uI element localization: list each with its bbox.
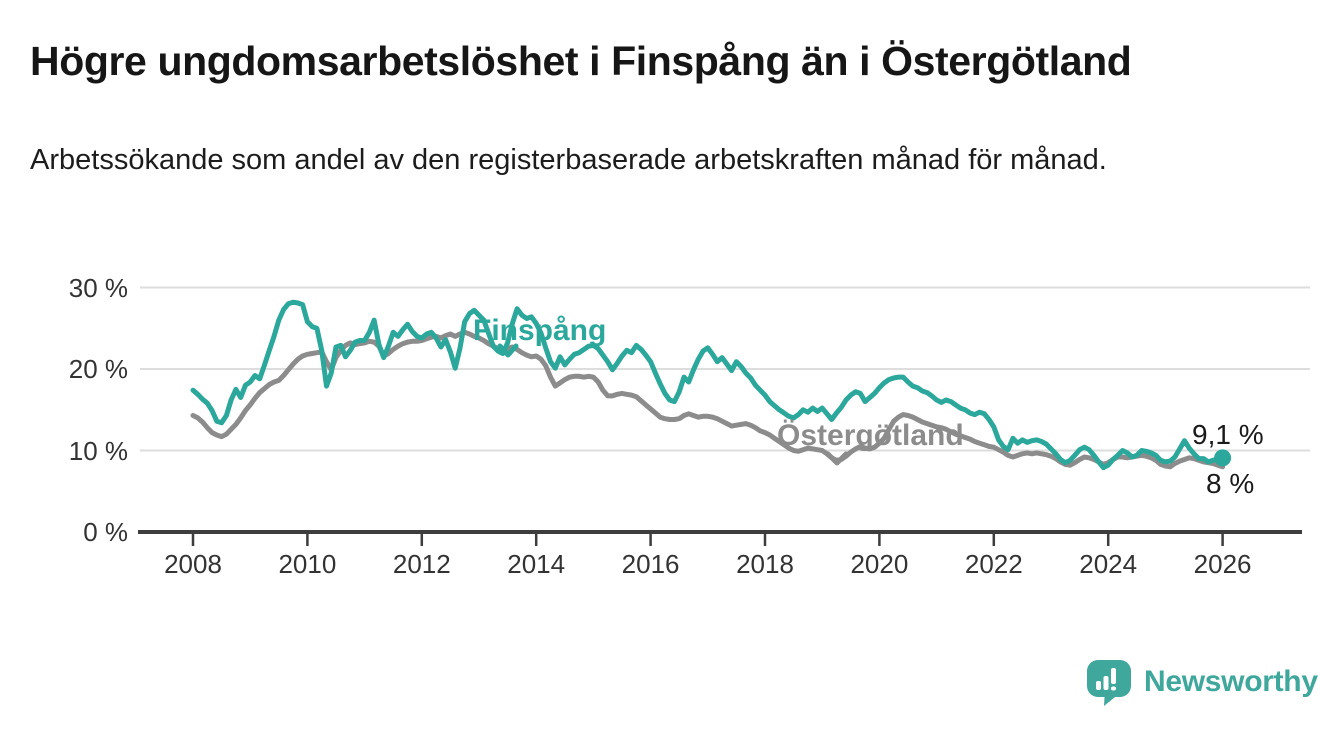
x-tick-label-2022: 2022: [964, 549, 1023, 579]
x-tick-label-2018: 2018: [736, 549, 794, 579]
end-value-label-finspang: 9,1 %: [1192, 419, 1264, 450]
x-tick-label-2024: 2024: [1079, 549, 1138, 579]
chart-subtitle: Arbetssökande som andel av den registerb…: [30, 144, 1107, 176]
y-tick-label-10: 10 %: [68, 435, 128, 466]
newsworthy-logo: Newsworthy: [1086, 657, 1336, 707]
finspang-label-arrow-icon: [497, 343, 519, 358]
end-value-label-ostergotland: 8 %: [1206, 468, 1255, 499]
x-tick-label-2026: 2026: [1193, 549, 1252, 579]
x-tick-label-2020: 2020: [850, 549, 909, 579]
x-tick-label-2010: 2010: [278, 549, 337, 579]
x-tick-label-2016: 2016: [621, 549, 680, 579]
y-tick-label-0: 0 %: [83, 517, 128, 547]
ostergotland-label-arrow-icon: [825, 451, 849, 466]
series-end-dot-finspang: [1214, 449, 1232, 467]
chart-title: Högre ungdomsarbetslöshet i Finspång än …: [30, 38, 1132, 84]
x-tick-label-2008: 2008: [164, 549, 222, 579]
x-tick-label-2012: 2012: [392, 549, 451, 579]
chart-speech-bubble-icon: [1087, 659, 1131, 706]
x-tick-label-2014: 2014: [507, 549, 566, 579]
y-tick-label-20: 20 %: [68, 354, 128, 384]
y-tick-label-30: 30 %: [68, 272, 128, 303]
series-label-finspang: Finspång: [473, 314, 607, 347]
series-label-ostergotland: Östergötland: [777, 419, 964, 452]
newsworthy-wordmark: Newsworthy: [1144, 665, 1318, 698]
series-line-Finspång: [190, 299, 1226, 471]
